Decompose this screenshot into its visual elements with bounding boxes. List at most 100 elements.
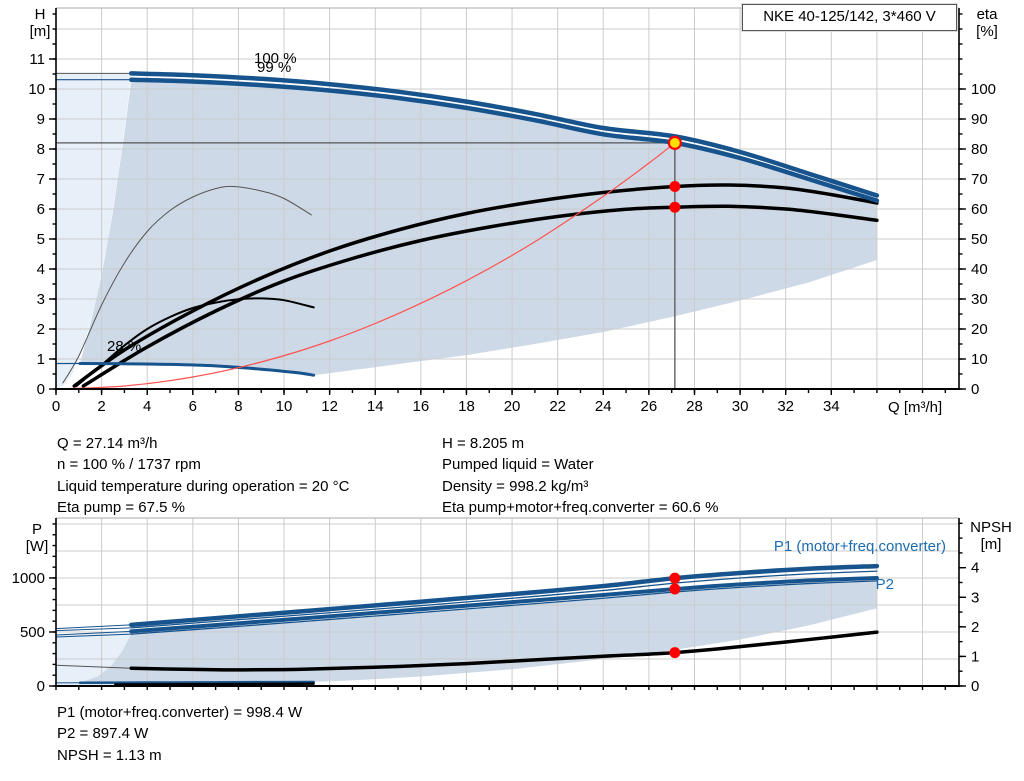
tick-label: 24 bbox=[595, 398, 612, 415]
tick-label: 100 bbox=[971, 81, 996, 98]
eta-total-28pct-curve bbox=[75, 297, 315, 387]
duty-info-left: Q = 27.14 m³/h n = 100 % / 1737 rpm Liquid… bbox=[57, 433, 349, 518]
tick-label: 10 bbox=[971, 351, 988, 368]
tick-label: 9 bbox=[37, 111, 45, 128]
tick-label: 8 bbox=[37, 141, 45, 158]
low-flow-region bbox=[56, 73, 132, 390]
eta-pump-100pct-curve bbox=[72, 183, 879, 388]
h-28pct-curve bbox=[78, 362, 316, 377]
tick-label: 4 bbox=[143, 398, 151, 415]
p-axis-title: P [W] bbox=[18, 521, 56, 555]
head-axis-title: H [m] bbox=[24, 6, 56, 40]
p1-99pct-ext-curve bbox=[55, 627, 132, 632]
tick-label: 0 bbox=[52, 398, 60, 415]
h-axis-label: H bbox=[34, 6, 46, 23]
speed-99-label: 99 % bbox=[257, 59, 292, 76]
eta-total-value: Eta pump+motor+freq.converter = 60.6 % bbox=[442, 498, 719, 516]
eta-pump-28pct-curve bbox=[62, 185, 312, 384]
tick-label: 32 bbox=[777, 398, 794, 415]
tick-label: 8 bbox=[234, 398, 242, 415]
tick-label: 6 bbox=[37, 201, 45, 218]
tick-label: 7 bbox=[37, 171, 45, 188]
p1-curve-label: P1 (motor+freq.converter) bbox=[773, 538, 946, 555]
tick-label: 90 bbox=[971, 111, 988, 128]
p1-ext-curve bbox=[55, 624, 132, 630]
pumped-liquid-value: Pumped liquid = Water bbox=[442, 456, 594, 474]
eta-axis-label: eta bbox=[976, 6, 998, 23]
tick-label: 22 bbox=[549, 398, 566, 415]
tick-label: 1000 bbox=[12, 570, 45, 587]
eta-axis-title: eta [%] bbox=[964, 6, 1010, 40]
tick-label: 10 bbox=[276, 398, 293, 415]
npsh-point bbox=[669, 647, 681, 659]
p2-100pct-curve bbox=[129, 575, 879, 634]
npsh-axis-title: NPSH [m] bbox=[962, 519, 1020, 553]
liquid-temp-value: Liquid temperature during operation = 20… bbox=[57, 477, 350, 495]
tick-label: 34 bbox=[823, 398, 840, 415]
tick-label: 0 bbox=[971, 381, 979, 398]
eta-total-100pct-curve bbox=[81, 204, 879, 388]
npsh-axis-unit: [m] bbox=[980, 536, 1002, 553]
tick-label: 20 bbox=[971, 321, 988, 338]
speed-28-label: 28 % bbox=[107, 338, 142, 355]
head-chart: 0 2 4 6 8 10 12 14 16 18 20 22 24 26 28 30 32 34012345678… bbox=[28, 7, 996, 415]
tick-label: 500 bbox=[20, 624, 45, 641]
p1-value: P1 (motor+freq.converter) = 998.4 W bbox=[57, 704, 303, 721]
speed-value: n = 100 % / 1737 rpm bbox=[57, 456, 201, 474]
p2-curve-label: P2 bbox=[875, 576, 894, 593]
tick-label: 10 bbox=[28, 81, 45, 98]
tick-label: 6 bbox=[189, 398, 197, 415]
p2-ext-curve bbox=[55, 630, 132, 636]
tick-label: 0 bbox=[37, 678, 45, 695]
result-info: P1 (motor+freq.converter) = 998.4 W P2 = … bbox=[57, 702, 302, 766]
q-axis-title: Q [m³/h] bbox=[888, 399, 943, 416]
pump-type-box: NKE 40-125/142, 3*460 V bbox=[742, 4, 957, 31]
p-28pct-curve bbox=[78, 680, 315, 685]
npsh-ext-curve bbox=[55, 664, 132, 669]
npsh-value: NPSH = 1.13 m bbox=[57, 746, 162, 764]
tick-label: 2 bbox=[971, 619, 979, 636]
tick-label: 3 bbox=[971, 589, 979, 606]
tick-label: 30 bbox=[971, 291, 988, 308]
operating-point bbox=[667, 135, 682, 150]
tick-label: 20 bbox=[504, 398, 521, 415]
npsh-100pct-curve bbox=[129, 630, 879, 672]
h-value: H = 8.205 m bbox=[442, 435, 525, 452]
tick-label: 12 bbox=[321, 398, 338, 415]
tick-label: 16 bbox=[413, 398, 430, 415]
eta-pump-point bbox=[669, 181, 681, 192]
tick-label: 28 bbox=[686, 398, 703, 415]
tick-label: 70 bbox=[971, 171, 988, 188]
p1-point bbox=[669, 572, 681, 584]
tick-label: 11 bbox=[29, 51, 45, 68]
p2-99pct-ext-curve bbox=[55, 633, 132, 638]
affinity-parabola-curve bbox=[55, 142, 676, 390]
tick-label: 60 bbox=[971, 201, 988, 218]
power-chart: 0 500 1000 0 1 2 3 4 bbox=[12, 517, 979, 695]
tick-label: 1 bbox=[971, 648, 979, 665]
tick-label: 30 bbox=[732, 398, 749, 415]
eta-total-point bbox=[669, 201, 681, 213]
h-axis-unit: [m] bbox=[29, 23, 51, 40]
p2-value: P2 = 897.4 W bbox=[57, 725, 149, 743]
tick-label: 4 bbox=[37, 261, 45, 278]
q-value: Q = 27.14 m³/h bbox=[57, 435, 158, 452]
tick-label: 18 bbox=[458, 398, 475, 415]
npsh-28pct-curve bbox=[114, 682, 315, 686]
tick-label: 5 bbox=[37, 231, 45, 248]
tick-label: 4 bbox=[971, 560, 979, 577]
tick-label: 26 bbox=[641, 398, 658, 415]
tick-label: 0 bbox=[971, 678, 979, 695]
tick-label: 3 bbox=[37, 291, 45, 308]
tick-label: 1 bbox=[37, 351, 45, 368]
p1-99pct-curve bbox=[130, 570, 878, 629]
p1-100pct-curve bbox=[129, 563, 880, 628]
tick-label: 50 bbox=[971, 231, 988, 248]
p2-99pct-curve bbox=[130, 580, 878, 635]
eta-pump-value: Eta pump = 67.5 % bbox=[57, 498, 185, 516]
duty-info-right: H = 8.205 m Pumped liquid = Water Density … bbox=[442, 433, 718, 518]
tick-label: 40 bbox=[971, 261, 988, 278]
density-value: Density = 998.2 kg/m³ bbox=[442, 477, 589, 495]
h-99pct-curve bbox=[129, 77, 880, 203]
